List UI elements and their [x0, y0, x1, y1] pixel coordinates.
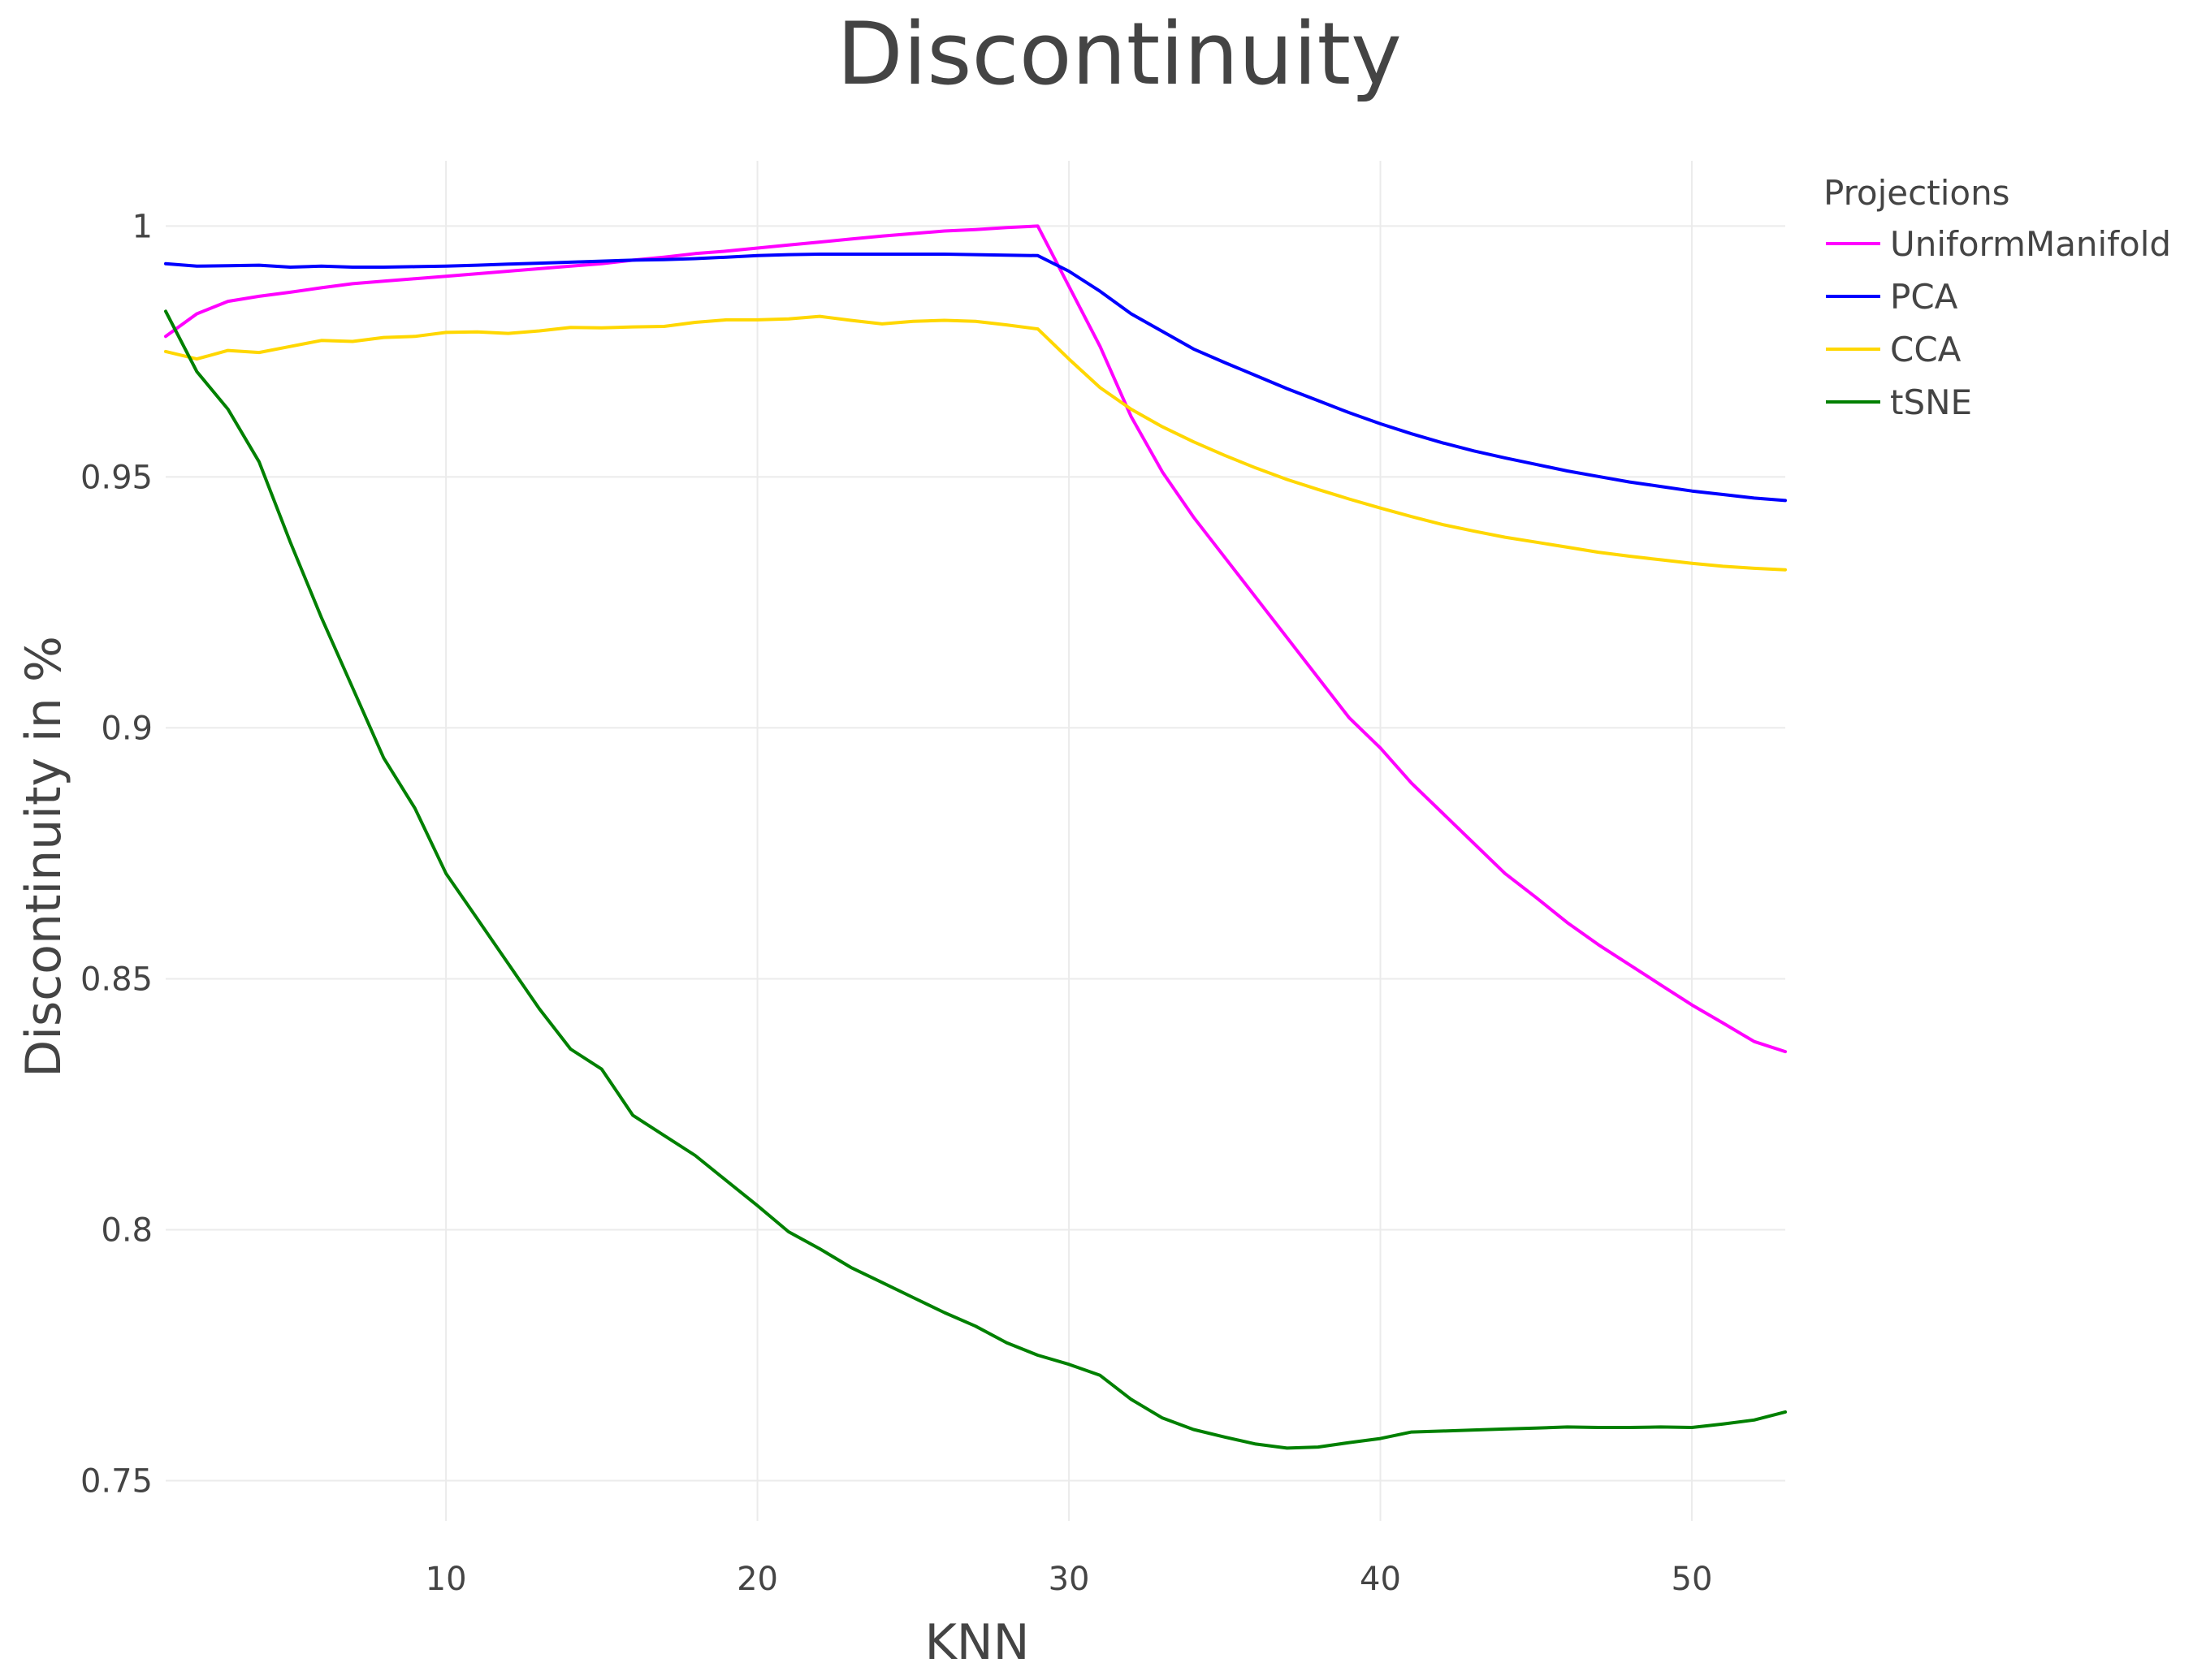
- y-axis-ticks: 0.75 0.8 0.85 0.9 0.95 1: [80, 208, 153, 1500]
- legend-item-tsne[interactable]: tSNE: [1826, 382, 1972, 422]
- series-line-pca: [164, 253, 1787, 503]
- y-axis-title: Discontinuity in %: [15, 636, 72, 1078]
- y-tick-label: 0.8: [101, 1212, 153, 1250]
- legend-label-cca: CCA: [1890, 330, 1962, 369]
- legend-items: UniformManifold PCA CCA tSNE: [1826, 224, 2171, 422]
- series-line-uniformmanifold: [164, 224, 1787, 1054]
- y-tick-label: 0.85: [80, 961, 153, 998]
- legend-label-uniformmanifold: UniformManifold: [1890, 224, 2171, 264]
- series-line-cca: [164, 314, 1787, 572]
- legend-label-pca: PCA: [1890, 277, 1958, 317]
- legend-label-tsne: tSNE: [1890, 382, 1972, 422]
- chart-title: Discontinuity: [837, 4, 1402, 104]
- x-tick-label: 10: [426, 1561, 467, 1598]
- series-line-tsne: [164, 309, 1787, 1450]
- x-tick-label: 30: [1049, 1561, 1090, 1598]
- x-tick-label: 40: [1360, 1561, 1401, 1598]
- y-tick-label: 1: [132, 208, 153, 245]
- x-axis-ticks: 10 20 30 40 50: [426, 1561, 1713, 1598]
- x-tick-label: 50: [1672, 1561, 1713, 1598]
- legend-item-cca[interactable]: CCA: [1826, 330, 1962, 369]
- x-tick-label: 20: [737, 1561, 778, 1598]
- x-gridlines: [445, 161, 1693, 1521]
- y-tick-label: 0.75: [80, 1463, 153, 1501]
- x-axis-title: KNN: [924, 1614, 1029, 1671]
- legend: Projections UniformManifold PCA CCA tSNE: [1823, 173, 2171, 422]
- y-tick-label: 0.9: [101, 710, 153, 747]
- legend-item-pca[interactable]: PCA: [1826, 277, 1958, 317]
- series-lines: [164, 224, 1787, 1450]
- y-gridlines: [166, 225, 1785, 1482]
- legend-item-uniformmanifold[interactable]: UniformManifold: [1826, 224, 2171, 264]
- legend-title: Projections: [1823, 173, 2010, 213]
- y-tick-label: 0.95: [80, 459, 153, 496]
